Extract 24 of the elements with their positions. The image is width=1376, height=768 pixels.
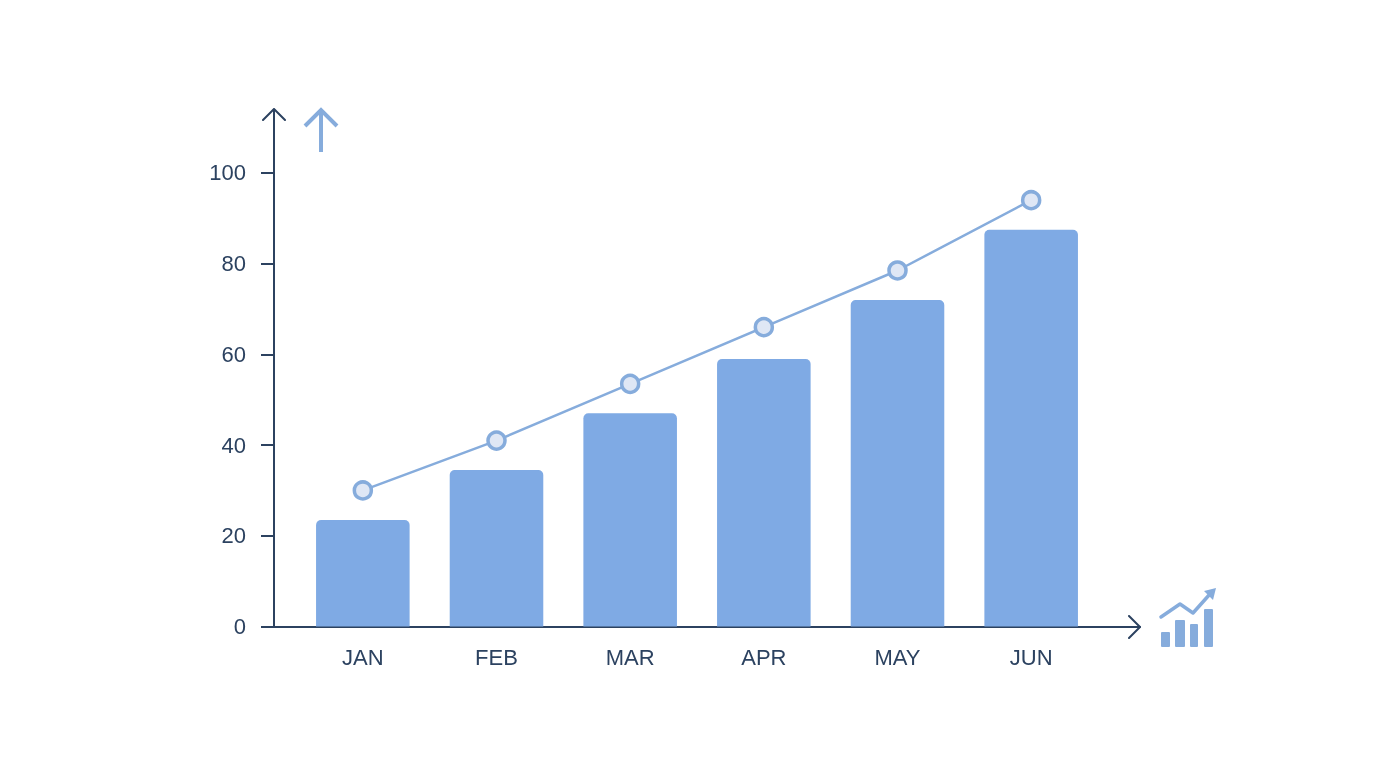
x-tick-label: APR: [741, 645, 787, 670]
y-tick-label: 100: [209, 160, 246, 186]
x-tick-label: MAY: [874, 645, 921, 670]
bar: [717, 358, 811, 627]
point: [486, 430, 507, 451]
y-tick-label: 40: [221, 432, 246, 458]
point: [352, 480, 374, 501]
y-tick-label: 0: [233, 614, 246, 639]
bar: [984, 229, 1078, 627]
bar: [316, 519, 410, 627]
bar: [449, 470, 544, 627]
x-tick-label: JUN: [1009, 645, 1053, 670]
y-tick-label: 80: [221, 251, 246, 277]
x-tick-label: FEB: [475, 645, 518, 670]
x-tick-label: MAR: [605, 645, 655, 670]
x-tick-label: JAN: [342, 645, 384, 670]
point: [753, 316, 775, 338]
bar: [850, 299, 945, 627]
point: [1020, 189, 1042, 211]
bar: [583, 413, 677, 627]
point: [887, 260, 908, 281]
y-tick-label: 60: [221, 341, 246, 367]
y-tick-label: 20: [221, 523, 246, 549]
point: [619, 373, 641, 395]
